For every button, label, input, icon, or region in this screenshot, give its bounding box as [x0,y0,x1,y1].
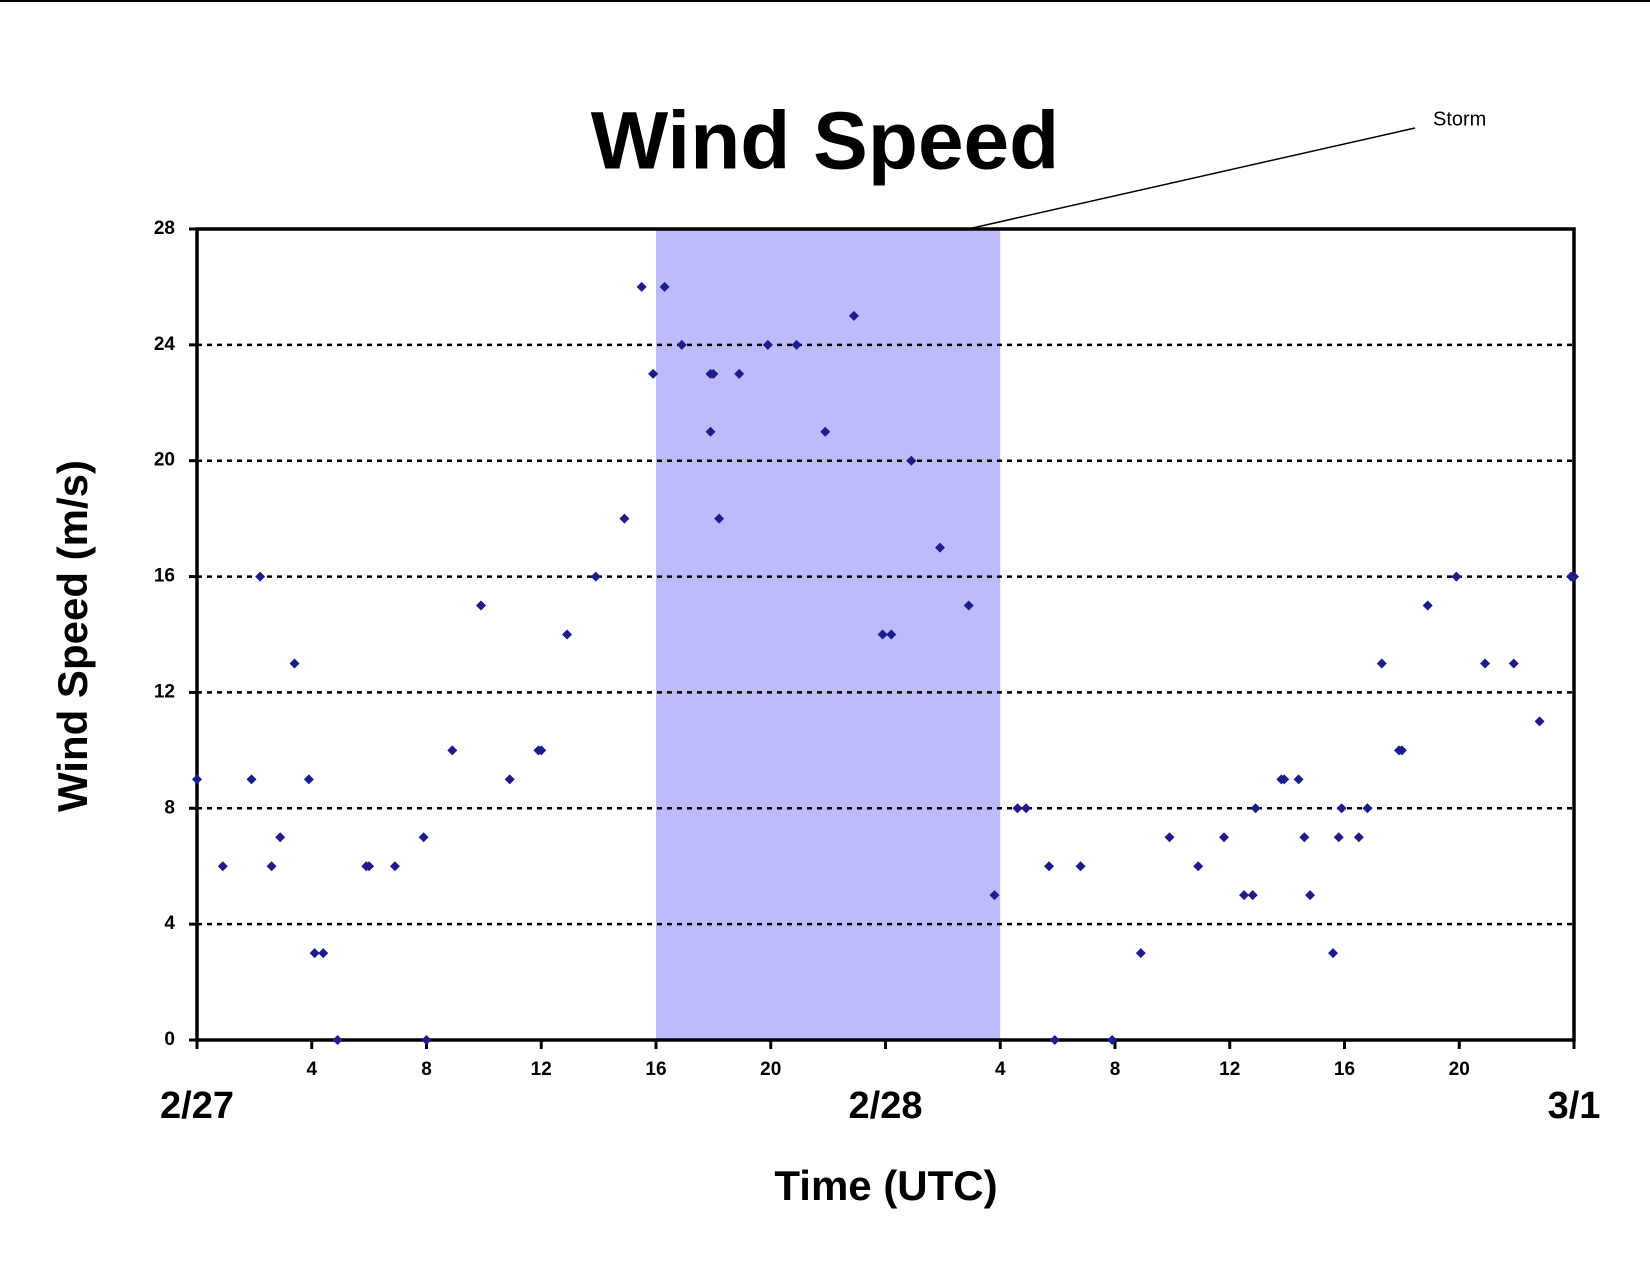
y-tick-label: 28 [154,218,175,239]
point [1569,571,1579,582]
point [1451,571,1462,582]
point [536,745,547,756]
point [1362,803,1373,814]
point [1279,774,1290,785]
point [1021,803,1032,814]
storm-band [656,229,1001,1040]
point [877,629,888,640]
point [906,455,917,466]
point [562,629,573,640]
x-tick-label: 20 [1449,1059,1470,1080]
point [659,281,670,292]
annotation-line [967,127,1416,230]
point [848,310,859,321]
point [708,368,719,379]
point [734,368,745,379]
point [1336,803,1347,814]
point [1508,658,1519,669]
point [989,890,1000,901]
point [1193,861,1204,872]
point [303,774,314,785]
point [1293,774,1304,785]
date-label: 2/28 [849,1085,923,1127]
point [963,600,974,611]
point [705,426,716,437]
point [1164,832,1175,843]
point [1328,948,1339,959]
point [1107,1035,1118,1045]
point [791,339,802,350]
point [1239,890,1250,901]
x-tick-label: 12 [531,1059,552,1080]
point [1480,658,1491,669]
point [364,861,375,872]
point [332,1035,343,1045]
point [1219,832,1230,843]
point [636,281,647,292]
point [1305,890,1316,901]
point [1250,803,1261,814]
y-tick-label: 8 [164,797,175,818]
point [1299,832,1310,843]
point [1396,745,1407,756]
point [318,948,329,959]
y-tick-label: 24 [154,334,176,355]
point [418,832,429,843]
point [1012,803,1023,814]
point [935,542,946,553]
point [1534,716,1545,727]
x-tick-label: 16 [645,1059,666,1080]
point [289,658,300,669]
point [447,745,458,756]
annotation-label: Storm [1433,108,1486,130]
point [1135,948,1146,959]
point [266,861,277,872]
point [1353,832,1364,843]
point [820,426,831,437]
point [217,861,228,872]
x-tick-label: 12 [1219,1059,1240,1080]
point [676,339,687,350]
date-label: 2/27 [160,1085,234,1127]
point [762,339,773,350]
y-tick-label: 4 [164,913,175,934]
point [504,774,515,785]
point [389,861,400,872]
x-tick-label: 16 [1334,1059,1355,1080]
point [1075,861,1086,872]
x-tick-label: 8 [1110,1059,1121,1080]
point [1044,861,1055,872]
y-tick-label: 20 [154,450,175,471]
y-axis-title: Wind Speed (m/s) [49,460,96,812]
chart-title: Wind Speed [591,96,1060,187]
point [192,774,202,785]
point [476,600,487,611]
point [309,948,320,959]
point [1422,600,1433,611]
plot-frame [195,227,1576,1042]
point [246,774,257,785]
point [714,513,725,524]
point [619,513,630,524]
x-axis-title: Time (UTC) [774,1162,997,1209]
x-tick-label: 4 [306,1059,317,1080]
point [1049,1035,1060,1045]
point [421,1035,432,1045]
point [886,629,897,640]
point [648,368,659,379]
x-tick-label: 4 [995,1059,1006,1080]
y-tick-label: 16 [154,566,175,587]
point [275,832,286,843]
point [255,571,266,582]
point [1333,832,1344,843]
date-label: 3/1 [1548,1085,1601,1127]
y-tick-label: 0 [164,1029,175,1050]
point [1376,658,1387,669]
x-tick-label: 20 [760,1059,781,1080]
y-tick-label: 12 [154,681,175,702]
point [1247,890,1258,901]
point [590,571,601,582]
x-tick-label: 8 [421,1059,432,1080]
